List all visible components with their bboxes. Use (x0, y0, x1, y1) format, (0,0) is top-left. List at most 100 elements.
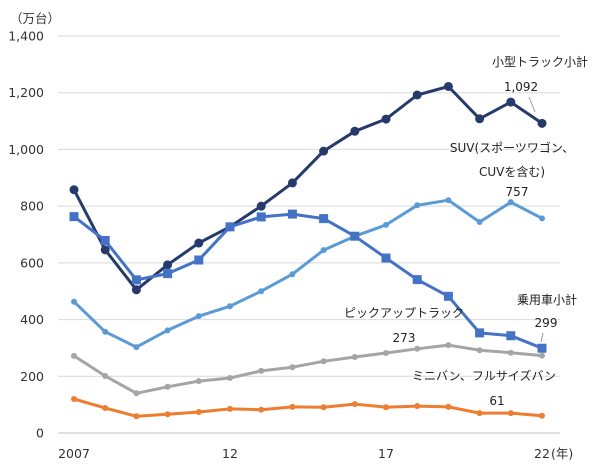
data-point (194, 255, 204, 265)
label-leader-line (540, 332, 544, 343)
data-point (507, 349, 514, 356)
data-point (194, 238, 204, 248)
data-point (539, 215, 545, 222)
axes: 0 200 400 600 800 1,000 1,200 1,400 （万台） 2007 12 17… (8, 11, 573, 461)
data-point (351, 401, 358, 408)
data-point (414, 202, 421, 209)
series-name-label: ミニバン、フルサイズバン (412, 368, 556, 383)
series-line (72, 198, 544, 349)
data-point (100, 245, 110, 255)
data-point (287, 178, 297, 188)
data-point (227, 405, 233, 412)
data-point (133, 413, 140, 420)
data-point (164, 327, 171, 334)
series-labels: 小型トラック小計 1,092 SUV(スポーツワゴン、 CUVを含む) 757 乗用車小計… (344, 54, 588, 408)
data-point (164, 383, 171, 390)
data-point (320, 247, 327, 254)
data-point (537, 118, 547, 128)
data-point (412, 90, 422, 100)
y-tick-label: 200 (20, 369, 44, 384)
data-point (383, 404, 389, 411)
data-point (383, 350, 389, 357)
data-point (443, 81, 453, 91)
data-point (539, 352, 545, 359)
data-point (350, 126, 360, 136)
series-line (72, 212, 544, 350)
data-point (131, 275, 141, 285)
data-point (351, 354, 358, 361)
data-point (414, 403, 421, 410)
data-point (289, 403, 296, 410)
data-point (381, 253, 391, 263)
data-point (537, 343, 547, 353)
series-line (72, 343, 544, 395)
data-point (195, 378, 202, 385)
data-point (131, 285, 141, 295)
data-point (539, 412, 545, 419)
data-point (445, 197, 452, 204)
series-line (72, 85, 544, 292)
series-lines (69, 81, 547, 420)
data-point (69, 212, 79, 222)
data-point (289, 364, 296, 371)
data-point (445, 403, 452, 410)
data-point (258, 367, 265, 374)
label-leader-line (528, 96, 536, 113)
y-axis-unit: （万台） (10, 11, 60, 26)
series-name-label: ピックアップトラック (344, 306, 464, 320)
data-point (476, 347, 483, 354)
y-tick-label: 1,400 (8, 29, 44, 44)
series-name-label: 乗用車小計 (517, 292, 577, 307)
data-point (163, 260, 173, 270)
data-point (102, 373, 109, 380)
data-point (258, 288, 265, 295)
x-axis-unit: (年) (551, 446, 573, 461)
data-point (71, 298, 77, 305)
data-point (506, 331, 516, 341)
y-tick-label: 400 (20, 312, 44, 327)
x-tick-label: 12 (222, 446, 238, 461)
data-point (164, 411, 171, 418)
data-point (69, 185, 79, 195)
data-point (256, 212, 266, 222)
data-point (476, 410, 483, 417)
series-end-value-label: 273 (393, 331, 416, 345)
series-line (72, 397, 544, 418)
data-point (445, 342, 452, 349)
data-point (320, 358, 327, 365)
series-name-label: CUVを含む) (479, 164, 545, 179)
y-tick-label: 800 (20, 199, 44, 214)
data-point (133, 390, 140, 397)
data-point (195, 409, 202, 416)
data-point (100, 235, 110, 245)
data-point (414, 345, 421, 352)
data-point (320, 404, 327, 411)
data-point (163, 269, 173, 279)
data-point (102, 405, 109, 412)
data-point (319, 214, 329, 224)
data-point (227, 374, 233, 381)
data-point (383, 221, 389, 228)
y-tick-label: 0 (36, 426, 44, 441)
series-end-value-label: 1,092 (504, 80, 538, 94)
series-end-value-label: 61 (489, 394, 504, 408)
gridlines (58, 35, 560, 434)
data-point (475, 328, 485, 338)
data-point (443, 291, 453, 301)
data-point (102, 328, 109, 335)
data-point (258, 406, 265, 413)
y-tick-label: 1,200 (8, 85, 44, 100)
x-tick-label: 22 (534, 446, 550, 461)
data-point (506, 97, 516, 107)
data-point (256, 201, 266, 211)
data-point (319, 146, 329, 156)
data-point (381, 114, 391, 124)
series-name-label: SUV(スポーツワゴン、 (450, 140, 574, 155)
data-point (133, 344, 140, 351)
data-point (412, 275, 422, 285)
data-point (507, 199, 514, 206)
series-end-value-label: 757 (506, 185, 529, 199)
data-point (476, 219, 483, 226)
